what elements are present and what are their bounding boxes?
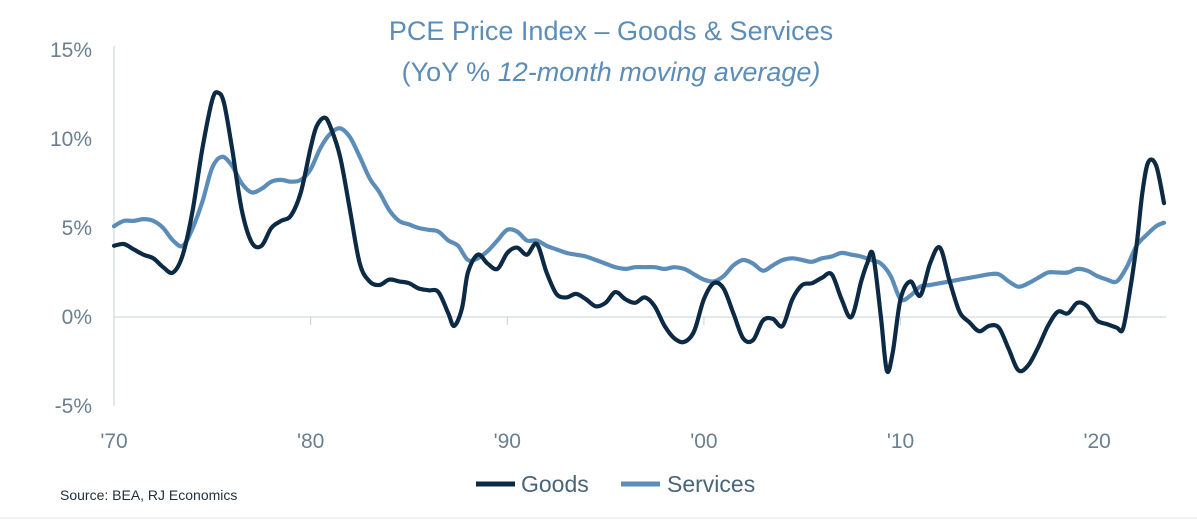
chart-subtitle-italic: 12-month moving average) xyxy=(498,57,821,87)
y-axis-ticks: 15% 10% 5% 0% -5% xyxy=(50,39,92,418)
x-axis-ticks: '70 '80 '90 '00 '10 '20 xyxy=(100,317,1111,453)
series-layer xyxy=(111,90,1167,374)
x-tick-label: '10 xyxy=(887,430,914,453)
x-tick-label: '70 xyxy=(100,430,127,453)
legend-label-goods: Goods xyxy=(521,471,589,497)
series-line-services xyxy=(111,126,1167,303)
chart-subtitle-prefix: (YoY % xyxy=(402,57,498,87)
x-tick-label: '80 xyxy=(297,430,324,453)
x-tick-label: '90 xyxy=(494,430,521,453)
legend-label-services: Services xyxy=(667,471,755,497)
y-tick-label: -5% xyxy=(55,395,92,418)
chart-title: PCE Price Index – Goods & Services xyxy=(389,16,833,46)
y-tick-label: 10% xyxy=(50,128,92,151)
chart-subtitle: (YoY % 12-month moving average) xyxy=(402,57,821,87)
y-tick-label: 5% xyxy=(62,217,92,240)
y-tick-label: 15% xyxy=(50,39,92,62)
source-note: Source: BEA, RJ Economics xyxy=(60,487,237,503)
x-tick-label: '00 xyxy=(690,430,717,453)
y-tick-label: 0% xyxy=(62,306,92,329)
series-line-goods xyxy=(111,90,1167,374)
legend: Goods Services xyxy=(476,471,755,497)
x-tick-label: '20 xyxy=(1083,430,1110,453)
